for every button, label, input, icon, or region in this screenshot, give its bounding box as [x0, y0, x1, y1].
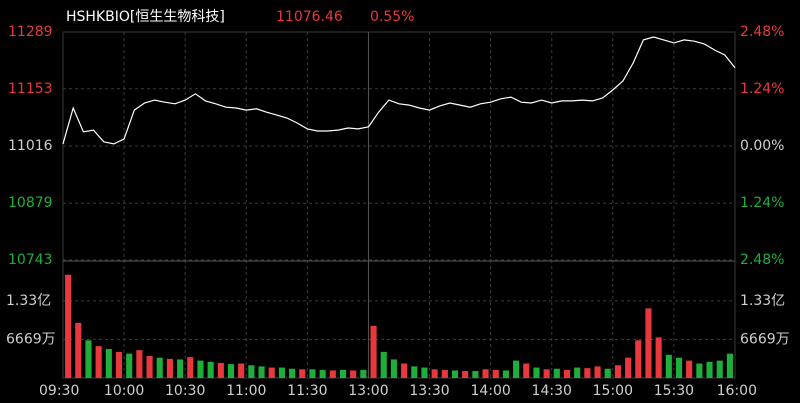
volume-bar [563, 369, 571, 378]
volume-bar [299, 369, 306, 378]
volume-bar [686, 360, 693, 378]
x-tick-label: 13:00 [348, 383, 388, 399]
volume-bar [411, 366, 418, 378]
volume-bar [105, 349, 112, 378]
volume-bar [65, 274, 72, 378]
change-percent: 0.55% [370, 9, 414, 25]
volume-bar [645, 308, 652, 378]
x-tick-label: 15:30 [654, 383, 694, 399]
volume-bar [655, 337, 662, 378]
volume-bar [574, 367, 581, 378]
volume-bar [85, 340, 92, 378]
volume-bar [319, 369, 326, 378]
volume-bar [126, 353, 133, 378]
y2-tick-label: 1.33亿 [740, 293, 785, 309]
volume-bar [502, 370, 509, 378]
volume-bar [625, 357, 632, 378]
volume-bar [635, 340, 642, 378]
volume-bar [197, 360, 204, 378]
volume-bar [248, 365, 255, 378]
volume-bar [268, 367, 275, 378]
x-tick-label: 11:00 [226, 383, 266, 399]
volume-bar [441, 369, 448, 378]
volume-bar [492, 369, 499, 378]
volume-bar [614, 365, 621, 378]
volume-bar [716, 360, 723, 378]
volume-bar [472, 371, 479, 378]
volume-bar [513, 360, 520, 378]
volume-bar [421, 367, 428, 378]
y2-tick-label: 2.48% [740, 252, 784, 268]
volume-bar [604, 368, 611, 378]
volume-bar [726, 353, 733, 378]
y2-tick-label: 1.24% [740, 195, 784, 211]
x-tick-label: 13:30 [409, 383, 449, 399]
volume-bar [390, 359, 397, 378]
volume-bar [227, 364, 235, 378]
last-price: 11076.46 [276, 9, 343, 25]
volume-bar [462, 371, 469, 378]
volume-bar [238, 363, 245, 378]
volume-bar [696, 363, 703, 378]
volume-bar [207, 361, 214, 378]
x-tick-label: 10:30 [165, 383, 205, 399]
volume-bar [217, 362, 224, 378]
volume-bar [380, 351, 387, 378]
volume-bar [329, 370, 336, 378]
volume-bar [431, 369, 438, 378]
volume-bar [594, 366, 601, 378]
volume-bar [451, 370, 459, 378]
volume-bar [533, 367, 540, 378]
y-tick-label: 10879 [8, 195, 53, 211]
x-tick-label: 15:00 [593, 383, 633, 399]
price-line [62, 36, 736, 145]
x-tick-label: 14:00 [470, 383, 510, 399]
volume-bar [75, 322, 82, 378]
y-tick-label: 11289 [8, 24, 53, 40]
volume-bar [706, 361, 713, 378]
volume-bar [187, 357, 194, 378]
volume-bar [543, 369, 550, 378]
y2-tick-label: 6669万 [740, 331, 790, 347]
x-tick-label: 14:30 [532, 383, 572, 399]
y-tick-label: 11153 [8, 81, 53, 97]
volume-bar [156, 357, 163, 378]
plot-frame [62, 31, 736, 379]
y-tick-label: 1.33亿 [6, 293, 51, 309]
volume-bar [289, 368, 296, 378]
x-tick-label: 10:00 [104, 383, 144, 399]
volume-bar [177, 359, 184, 378]
volume-bar [584, 368, 591, 378]
volume-bar [339, 369, 347, 378]
volume-bar [278, 367, 285, 378]
volume-bar [523, 363, 530, 378]
x-tick-label: 11:30 [287, 383, 327, 399]
volume-bar [553, 368, 560, 378]
volume-bar [482, 369, 489, 378]
volume-bar [350, 370, 357, 378]
y-tick-label: 6669万 [6, 331, 56, 347]
y2-tick-label: 2.48% [740, 24, 784, 40]
volume-bar [95, 346, 102, 378]
chart-title: HSHKBIO[恒生生物科技] [66, 9, 225, 25]
volume-bar [401, 363, 408, 378]
volume-bar [166, 358, 173, 378]
y-tick-label: 10743 [8, 252, 53, 268]
volume-bar [665, 354, 672, 378]
volume-bar [136, 350, 143, 378]
y2-tick-label: 1.24% [740, 81, 784, 97]
volume-bar [370, 325, 377, 378]
y-tick-label: 11016 [8, 138, 53, 154]
y2-tick-label: 0.00% [740, 138, 784, 154]
x-tick-label: 16:00 [717, 383, 757, 399]
volume-bar [675, 357, 683, 378]
volume-bar [309, 369, 316, 378]
x-tick-label: 09:30 [39, 383, 79, 399]
volume-bar [115, 351, 123, 378]
volume-bar [258, 366, 265, 378]
volume-bar [146, 355, 153, 378]
volume-bar [360, 369, 367, 378]
